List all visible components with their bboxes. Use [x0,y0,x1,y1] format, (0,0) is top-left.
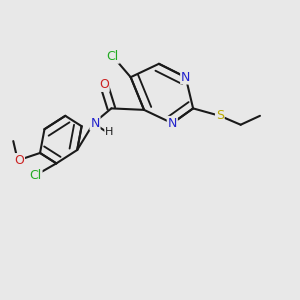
Text: O: O [14,154,24,167]
Text: O: O [99,78,109,91]
Text: H: H [105,127,113,137]
Text: N: N [181,71,190,84]
Text: Cl: Cl [29,169,42,182]
Text: N: N [90,117,100,130]
Text: Cl: Cl [107,50,119,63]
Text: N: N [168,117,177,130]
Text: S: S [216,109,224,122]
